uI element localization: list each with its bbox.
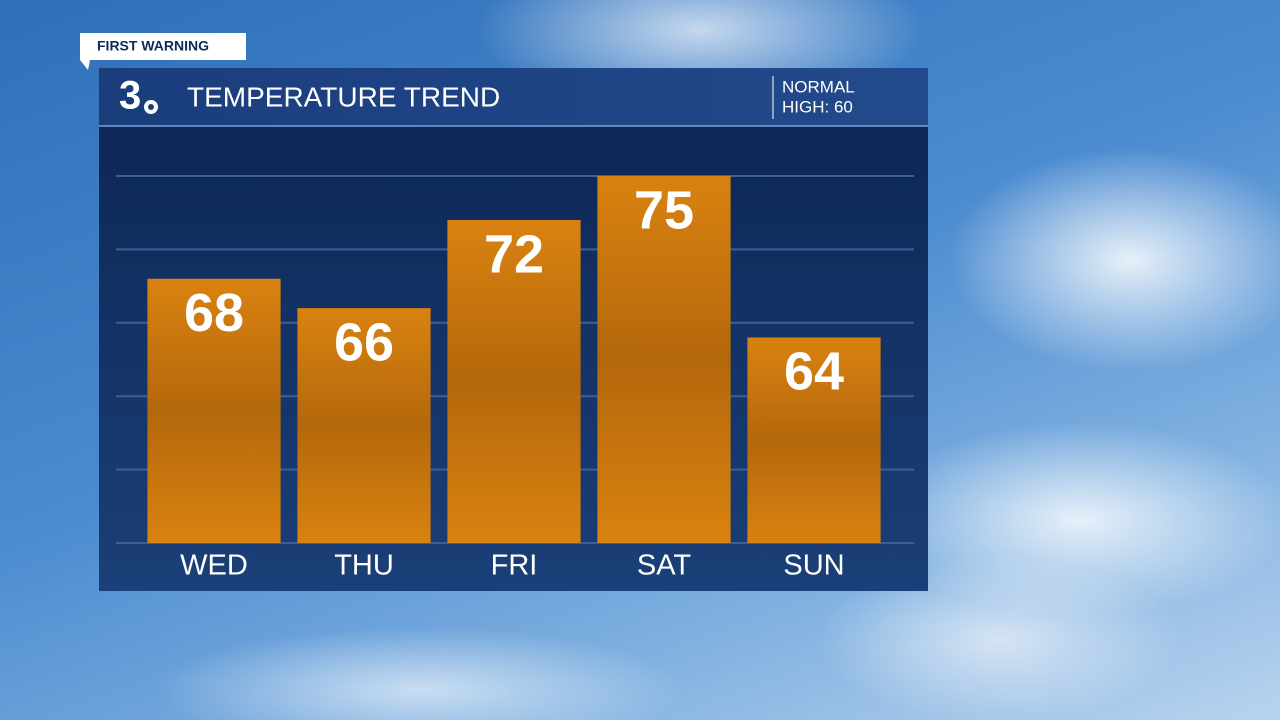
chart-title: TEMPERATURE TREND	[187, 81, 500, 112]
bar	[447, 220, 581, 544]
x-tick-label: WED	[180, 550, 248, 582]
value-label: 68	[184, 283, 244, 343]
header	[99, 68, 928, 126]
bar	[747, 337, 881, 543]
x-tick-label: FRI	[491, 550, 538, 582]
bar	[297, 308, 431, 543]
badge: FIRST WARNING	[97, 38, 209, 54]
bar	[597, 176, 731, 543]
value-label: 72	[484, 224, 544, 284]
value-label: 75	[634, 180, 694, 240]
logo: 3	[119, 74, 141, 118]
annotation: NORMAL	[782, 77, 855, 96]
x-tick-label: THU	[334, 550, 394, 582]
x-tick-label: SAT	[637, 550, 692, 582]
annotation: HIGH: 60	[782, 97, 853, 116]
badge-bg	[80, 33, 246, 70]
logo-pupil	[148, 104, 154, 110]
value-label: 64	[784, 342, 844, 402]
value-label: 66	[334, 312, 394, 372]
x-tick-label: SUN	[783, 550, 844, 582]
bar	[147, 278, 281, 543]
